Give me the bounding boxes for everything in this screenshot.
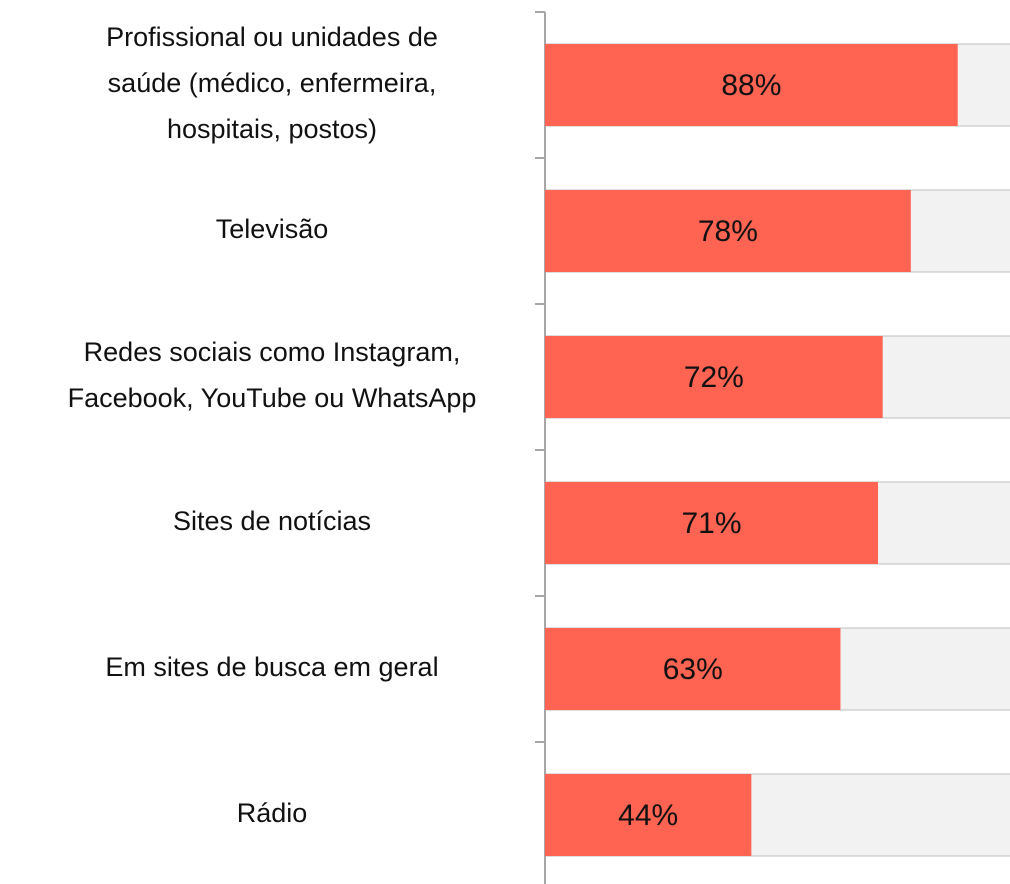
bar bbox=[545, 336, 883, 418]
bar bbox=[545, 190, 911, 272]
value-label: 63% bbox=[663, 653, 723, 686]
category-label: Profissional ou unidades de saúde (médico… bbox=[106, 22, 438, 144]
category-label: Em sites de busca em geral bbox=[105, 652, 438, 682]
value-label: 44% bbox=[618, 799, 678, 832]
value-label: 72% bbox=[684, 361, 744, 394]
bar bbox=[545, 482, 878, 564]
value-label: 71% bbox=[681, 507, 741, 540]
bar bbox=[545, 774, 752, 856]
bar bbox=[545, 628, 841, 710]
category-label: Sites de notícias bbox=[173, 506, 371, 536]
value-label: 88% bbox=[721, 69, 781, 102]
category-label: Redes sociais como Instagram, Facebook, Y… bbox=[68, 337, 477, 413]
bar bbox=[545, 44, 958, 126]
category-label: Televisão bbox=[216, 214, 329, 244]
value-label: 78% bbox=[698, 215, 758, 248]
category-label: Rádio bbox=[237, 798, 308, 828]
